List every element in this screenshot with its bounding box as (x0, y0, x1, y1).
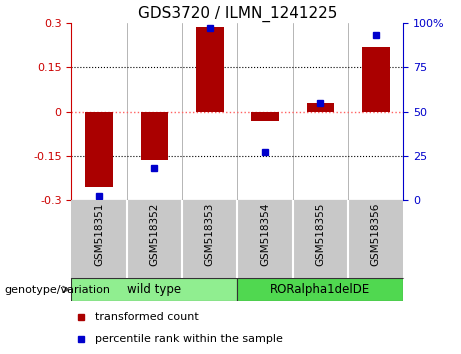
Text: genotype/variation: genotype/variation (5, 285, 111, 295)
Text: percentile rank within the sample: percentile rank within the sample (95, 334, 284, 344)
Bar (71, 278, 237, 301)
Bar (362, 47, 390, 112)
Text: RORalpha1delDE: RORalpha1delDE (270, 283, 371, 296)
Bar (141, 112, 168, 160)
Bar (237, 278, 403, 301)
Text: GSM518352: GSM518352 (149, 202, 160, 266)
Bar (196, 28, 224, 112)
Title: GDS3720 / ILMN_1241225: GDS3720 / ILMN_1241225 (138, 5, 337, 22)
Text: GSM518353: GSM518353 (205, 202, 215, 266)
Bar (251, 112, 279, 121)
Text: wild type: wild type (127, 283, 182, 296)
Bar (85, 112, 113, 187)
Text: GSM518351: GSM518351 (94, 202, 104, 266)
Bar (307, 103, 334, 112)
Text: transformed count: transformed count (95, 312, 199, 322)
Text: GSM518354: GSM518354 (260, 202, 270, 266)
Text: GSM518356: GSM518356 (371, 202, 381, 266)
Text: GSM518355: GSM518355 (315, 202, 325, 266)
